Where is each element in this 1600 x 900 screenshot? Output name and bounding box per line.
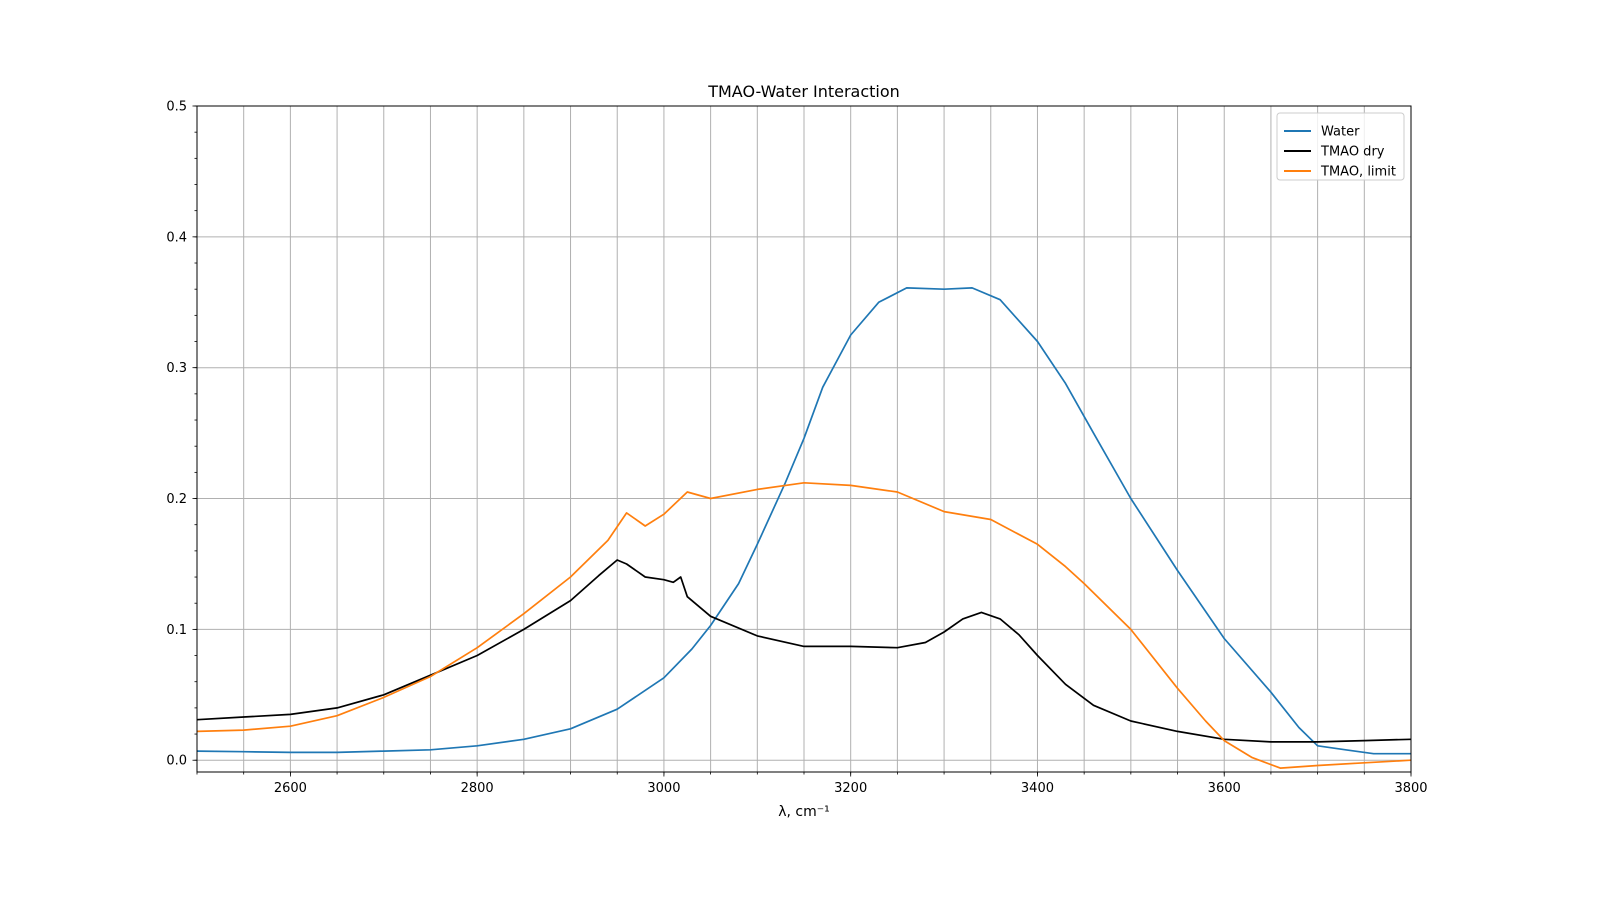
legend-label: TMAO dry — [1320, 145, 1385, 160]
y-tick-label: 0.0 — [166, 754, 187, 769]
x-tick-label: 3200 — [834, 781, 867, 796]
x-tick-label: 3000 — [647, 781, 680, 796]
series-line-2 — [197, 481, 1411, 769]
y-tick-label: 0.2 — [166, 492, 187, 507]
y-tick-label: 0.5 — [166, 100, 187, 115]
y-tick-label: 0.1 — [166, 623, 187, 638]
legend-box — [1276, 112, 1405, 181]
x-tick-label: 2800 — [461, 781, 494, 796]
chart-title: TMAO-Water Interaction — [707, 82, 900, 101]
y-tick-label: 0.4 — [166, 230, 187, 245]
axis-ticks: 2600 2800 3000 3200 3400 3600 3800 0.0 0.1 0.2 0.3… — [166, 100, 1427, 797]
x-tick-label: 2600 — [274, 781, 307, 796]
series-line-1 — [197, 559, 1411, 743]
legend: Water TMAO dry TMAO, limit — [1276, 112, 1405, 181]
y-tick-label: 0.3 — [166, 361, 187, 376]
plot-lines — [197, 287, 1411, 769]
x-tick-label: 3800 — [1394, 781, 1427, 796]
series-line-0 — [197, 287, 1411, 755]
legend-label: TMAO, limit — [1320, 165, 1396, 180]
grid — [196, 105, 1412, 772]
x-tick-label: 3600 — [1208, 781, 1241, 796]
legend-label: Water — [1321, 125, 1360, 140]
x-axis-label: λ, cm⁻¹ — [778, 804, 830, 820]
x-tick-label: 3400 — [1021, 781, 1054, 796]
